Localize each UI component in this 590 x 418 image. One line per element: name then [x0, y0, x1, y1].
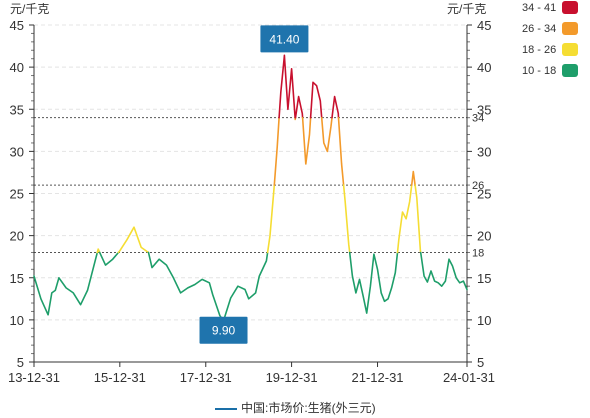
y-tick-label-right: 25	[477, 187, 491, 202]
visual-map-item-label: 10 - 18	[522, 65, 557, 77]
visual-map-item-label: 34 - 41	[522, 2, 557, 14]
visual-map-item[interactable]: 26 - 34	[522, 21, 578, 42]
visual-map-item[interactable]: 34 - 41	[522, 0, 578, 21]
y-tick-label-left: 35	[10, 102, 24, 117]
y-axis-unit-right: 元/千克	[447, 2, 487, 16]
y-axis-unit-left: 元/千克	[10, 2, 50, 16]
visual-map-item[interactable]: 18 - 26	[522, 42, 578, 63]
visual-map-item-label: 18 - 26	[522, 44, 557, 56]
series-line-segment	[147, 251, 269, 322]
series-line-segment	[98, 251, 120, 266]
visual-map-swatch-icon	[562, 1, 578, 14]
series-legend-label: 中国:市场价:生猪(外三元)	[241, 401, 376, 415]
visual-map-item-label: 26 - 34	[522, 23, 557, 35]
series-line-segment	[320, 116, 333, 153]
series-legend-line-icon	[215, 407, 237, 410]
max-marker-label: 41.40	[269, 32, 299, 46]
reference-line-label: 26	[472, 180, 484, 192]
axes: 5 5 10 10 15 15 20 20 25 25 30 30 35 35 40 40 45 45 13-12-…	[8, 18, 495, 385]
visual-map-swatch-icon	[562, 64, 578, 77]
y-tick-label-left: 20	[10, 229, 24, 244]
series-line-segment	[117, 226, 150, 254]
series-line-segment	[331, 95, 340, 119]
min-marker-label: 9.90	[212, 324, 236, 338]
y-tick-label-right: 20	[477, 229, 491, 244]
series-line-segment	[33, 251, 99, 316]
series-line-segment	[273, 116, 280, 186]
series-line	[33, 54, 468, 322]
reference-lines: 34 26 18	[34, 113, 484, 259]
series-line-segment	[96, 248, 101, 254]
y-tick-label-left: 15	[10, 271, 24, 286]
y-tick-label-right: 40	[477, 60, 491, 75]
y-tick-label-left: 10	[10, 313, 24, 328]
y-tick-label-right: 45	[477, 18, 491, 33]
y-tick-label-right: 35	[477, 102, 491, 117]
series-line-segment	[419, 251, 468, 291]
x-tick-label: 19-12-31	[266, 370, 318, 385]
y-tick-label-left: 25	[10, 187, 24, 202]
visual-map-swatch-icon	[562, 43, 578, 56]
series-line-segment	[410, 170, 416, 186]
visual-map-swatch-icon	[562, 22, 578, 35]
reference-line-label: 34	[472, 113, 484, 125]
series-legend[interactable]: 中国:市场价:生猪(外三元)	[215, 399, 376, 416]
x-tick-label: 15-12-31	[94, 370, 146, 385]
series-line-segment	[337, 116, 345, 186]
series-line-segment	[266, 184, 276, 254]
max-marker-box	[260, 25, 309, 53]
min-marker-box	[199, 316, 248, 344]
series-line-segment	[301, 116, 312, 165]
series-line-segment	[278, 54, 296, 119]
y-tick-label-right: 15	[477, 271, 491, 286]
visual-map-legend[interactable]: 34 - 41 26 - 34 18 - 26 10 - 18	[522, 0, 578, 84]
x-tick-label: 21-12-31	[352, 370, 404, 385]
series-line-segment	[309, 81, 323, 119]
series-line-segment	[342, 184, 351, 254]
series-line-segment	[348, 251, 399, 314]
series-line-segment	[396, 184, 413, 254]
y-tick-label-left: 45	[10, 18, 24, 33]
y-tick-label-left: 30	[10, 144, 24, 159]
extreme-markers: 41.40 9.90	[199, 25, 309, 344]
x-tick-label: 17-12-31	[180, 370, 232, 385]
grid-lines	[34, 24, 467, 321]
y-tick-label-left: 40	[10, 60, 24, 75]
x-tick-label: 24-01-31	[443, 370, 495, 385]
y-tick-label-right: 5	[477, 355, 484, 370]
y-tick-label-left: 5	[17, 355, 24, 370]
x-tick-label: 13-12-31	[8, 370, 60, 385]
y-tick-label-right: 30	[477, 144, 491, 159]
series-line-segment	[294, 95, 304, 119]
series-line-segment	[414, 184, 422, 254]
reference-line-label: 18	[472, 247, 484, 259]
visual-map-item[interactable]: 10 - 18	[522, 63, 578, 84]
y-tick-label-right: 10	[477, 313, 491, 328]
